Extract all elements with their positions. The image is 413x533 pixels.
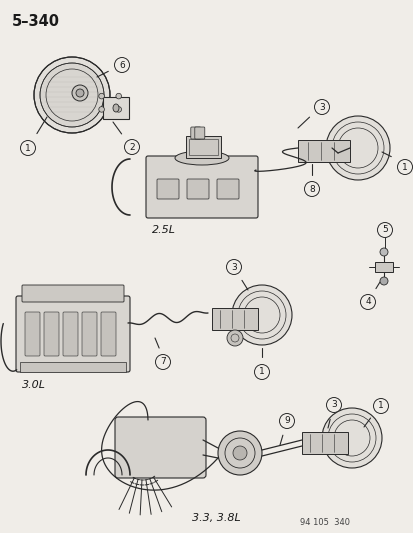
Text: 3.0L: 3.0L bbox=[22, 380, 46, 390]
Circle shape bbox=[377, 222, 392, 238]
Text: 4: 4 bbox=[364, 297, 370, 306]
Circle shape bbox=[99, 107, 104, 112]
Text: 1: 1 bbox=[377, 401, 383, 410]
Text: 3: 3 bbox=[330, 400, 336, 409]
Text: 7: 7 bbox=[160, 358, 166, 367]
FancyBboxPatch shape bbox=[146, 156, 257, 218]
Circle shape bbox=[360, 295, 375, 310]
FancyBboxPatch shape bbox=[16, 296, 130, 372]
Bar bbox=[301, 432, 347, 454]
Text: 3: 3 bbox=[318, 102, 324, 111]
FancyBboxPatch shape bbox=[195, 127, 204, 139]
FancyBboxPatch shape bbox=[25, 312, 40, 356]
Circle shape bbox=[325, 116, 389, 180]
Circle shape bbox=[218, 431, 261, 475]
Circle shape bbox=[99, 93, 104, 99]
Text: 5: 5 bbox=[381, 225, 387, 235]
Text: 3.3, 3.8L: 3.3, 3.8L bbox=[192, 513, 240, 523]
Bar bbox=[374, 262, 392, 272]
Circle shape bbox=[314, 100, 329, 115]
Text: 2: 2 bbox=[129, 142, 135, 151]
Circle shape bbox=[304, 182, 319, 197]
Text: 1: 1 bbox=[25, 143, 31, 152]
Text: 1: 1 bbox=[259, 367, 264, 376]
FancyBboxPatch shape bbox=[115, 417, 206, 478]
Circle shape bbox=[34, 57, 110, 133]
Circle shape bbox=[226, 330, 242, 346]
FancyBboxPatch shape bbox=[101, 312, 116, 356]
Bar bbox=[188, 139, 217, 155]
Circle shape bbox=[231, 285, 291, 345]
Text: 94 105  340: 94 105 340 bbox=[299, 518, 349, 527]
Circle shape bbox=[226, 260, 241, 274]
Bar bbox=[103, 97, 129, 119]
FancyBboxPatch shape bbox=[63, 312, 78, 356]
Circle shape bbox=[373, 399, 387, 414]
Text: 9: 9 bbox=[283, 416, 289, 425]
Bar bbox=[20, 362, 126, 372]
Circle shape bbox=[116, 107, 121, 112]
Bar bbox=[211, 308, 257, 330]
FancyBboxPatch shape bbox=[82, 312, 97, 356]
Circle shape bbox=[254, 365, 269, 379]
Text: 5–340: 5–340 bbox=[12, 14, 60, 29]
Text: 3: 3 bbox=[230, 262, 236, 271]
Ellipse shape bbox=[175, 151, 228, 165]
Circle shape bbox=[155, 354, 170, 369]
FancyBboxPatch shape bbox=[44, 312, 59, 356]
Circle shape bbox=[321, 408, 381, 468]
Bar bbox=[297, 140, 349, 162]
FancyBboxPatch shape bbox=[216, 179, 238, 199]
FancyBboxPatch shape bbox=[22, 285, 124, 302]
Bar bbox=[185, 136, 220, 158]
Circle shape bbox=[233, 446, 247, 460]
Ellipse shape bbox=[113, 104, 119, 112]
Text: 1: 1 bbox=[401, 163, 407, 172]
FancyBboxPatch shape bbox=[190, 127, 200, 139]
Circle shape bbox=[76, 89, 84, 97]
Circle shape bbox=[326, 398, 341, 413]
Circle shape bbox=[279, 414, 294, 429]
FancyBboxPatch shape bbox=[157, 179, 178, 199]
Circle shape bbox=[40, 63, 104, 127]
FancyBboxPatch shape bbox=[187, 179, 209, 199]
Circle shape bbox=[72, 85, 88, 101]
Text: 2.5L: 2.5L bbox=[152, 225, 176, 235]
Circle shape bbox=[116, 93, 121, 99]
Text: 8: 8 bbox=[309, 184, 314, 193]
Circle shape bbox=[124, 140, 139, 155]
Text: 6: 6 bbox=[119, 61, 125, 69]
Circle shape bbox=[21, 141, 36, 156]
Circle shape bbox=[114, 58, 129, 72]
Circle shape bbox=[379, 248, 387, 256]
Circle shape bbox=[396, 159, 411, 174]
Circle shape bbox=[379, 277, 387, 285]
